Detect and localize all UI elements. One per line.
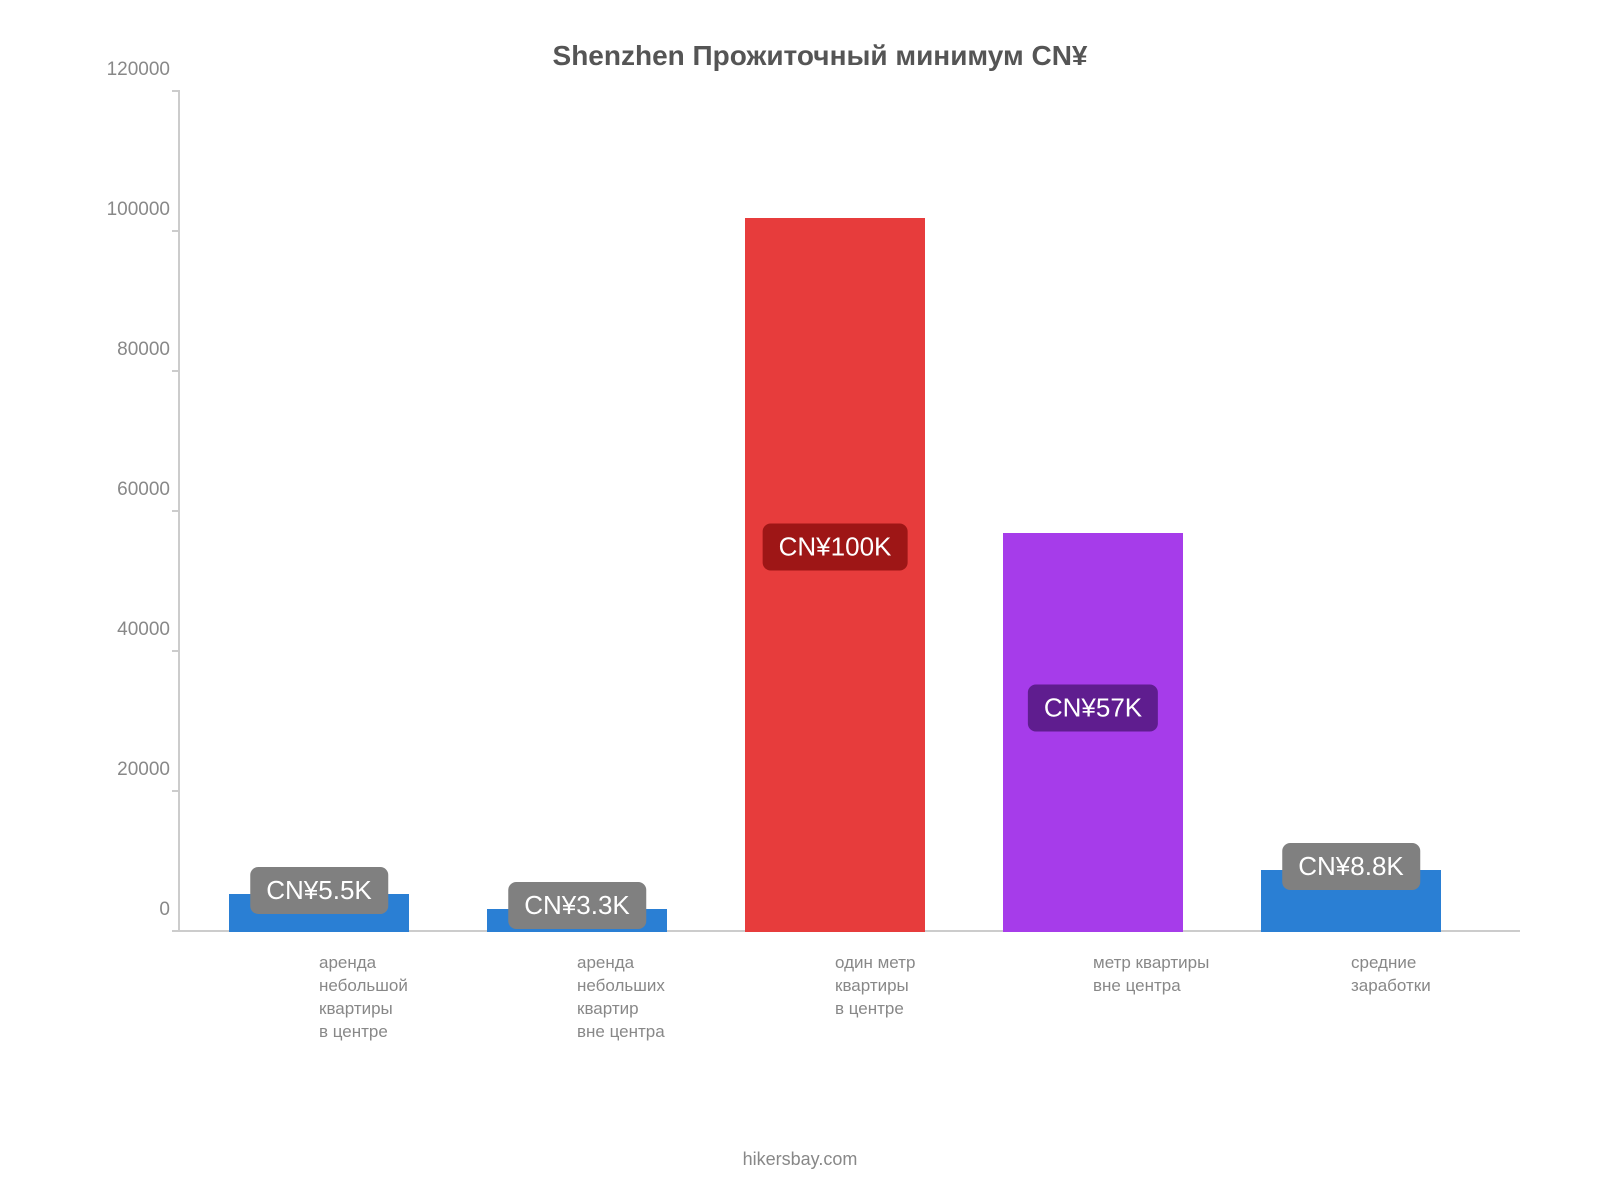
x-axis-label: средниезаработки: [1222, 952, 1480, 1044]
bar-slot: CN¥57K: [964, 92, 1222, 932]
y-tick-mark: [172, 510, 180, 512]
chart-footer: hikersbay.com: [0, 1149, 1600, 1170]
y-tick-mark: [172, 790, 180, 792]
y-tick-mark: [172, 930, 180, 932]
x-axis-label: аренданебольшойквартирыв центре: [190, 952, 448, 1044]
y-tick-mark: [172, 230, 180, 232]
y-tick-mark: [172, 650, 180, 652]
y-tick-mark: [172, 90, 180, 92]
y-tick-label: 80000: [117, 339, 170, 361]
bar: CN¥100K: [745, 218, 926, 932]
x-axis-label: аренданебольшихквартирвне центра: [448, 952, 706, 1044]
bar: CN¥57K: [1003, 533, 1184, 932]
chart-container: Shenzhen Прожиточный минимум CN¥ CN¥5.5K…: [80, 40, 1560, 1080]
y-tick-label: 40000: [117, 619, 170, 641]
value-badge: CN¥5.5K: [250, 867, 388, 914]
bar: CN¥5.5K: [229, 894, 410, 933]
value-badge: CN¥100K: [763, 524, 908, 571]
y-axis-line: [178, 92, 180, 932]
x-axis-label: метр квартирывне центра: [964, 952, 1222, 1044]
x-axis-label: один метр квартирыв центре: [706, 952, 964, 1044]
y-tick-label: 20000: [117, 759, 170, 781]
y-tick-label: 100000: [107, 199, 170, 221]
y-tick-label: 60000: [117, 479, 170, 501]
y-tick-mark: [172, 370, 180, 372]
y-tick-label: 120000: [107, 59, 170, 81]
bar-slot: CN¥8.8K: [1222, 92, 1480, 932]
value-badge: CN¥8.8K: [1282, 843, 1420, 890]
x-labels-group: аренданебольшойквартирыв центреаренданеб…: [190, 952, 1480, 1044]
bar-slot: CN¥100K: [706, 92, 964, 932]
bar-slot: CN¥5.5K: [190, 92, 448, 932]
plot-area: CN¥5.5KCN¥3.3KCN¥100KCN¥57KCN¥8.8K аренд…: [190, 92, 1520, 932]
y-tick-label: 0: [159, 899, 170, 921]
chart-title: Shenzhen Прожиточный минимум CN¥: [80, 40, 1560, 72]
value-badge: CN¥57K: [1028, 685, 1158, 732]
bar: CN¥3.3K: [487, 909, 668, 932]
value-badge: CN¥3.3K: [508, 882, 646, 929]
bar: CN¥8.8K: [1261, 870, 1442, 932]
bar-slot: CN¥3.3K: [448, 92, 706, 932]
bars-group: CN¥5.5K CN¥3.3K CN¥100K CN¥57K CN¥8.8K: [190, 92, 1480, 932]
